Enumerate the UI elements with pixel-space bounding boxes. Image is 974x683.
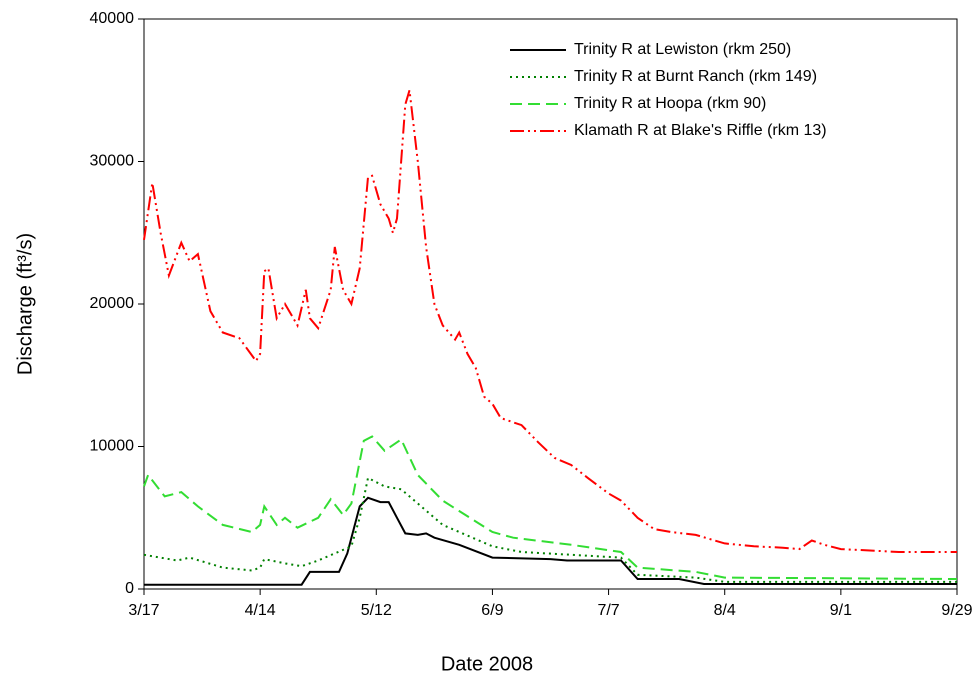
x-tick-label: 3/17 [128,602,159,619]
series-line [143,476,957,583]
x-tick-label: 9/1 [830,602,852,619]
y-tick-label: 10000 [90,438,135,455]
legend-label: Trinity R at Lewiston (rkm 250) [574,41,791,58]
x-tick-label: 7/7 [597,602,619,619]
y-tick-label: 0 [125,580,134,597]
y-tick-label: 20000 [90,295,135,312]
x-tick-label: 8/4 [714,602,736,619]
legend-label: Trinity R at Hoopa (rkm 90) [574,95,766,112]
series-line [143,435,958,580]
y-tick-label: 40000 [90,10,135,27]
y-axis-label: Discharge (ft³/s) [14,233,36,375]
series-line [144,496,957,586]
x-tick-label: 4/14 [245,602,276,619]
series-line [143,90,957,553]
x-tick-label: 6/9 [481,602,503,619]
legend-label: Trinity R at Burnt Ranch (rkm 149) [574,68,817,85]
x-axis-label: Date 2008 [441,653,533,675]
legend-label: Klamath R at Blake's Riffle (rkm 13) [574,122,827,139]
y-tick-label: 30000 [90,153,135,170]
x-tick-label: 5/12 [361,602,392,619]
x-tick-label: 9/29 [941,602,972,619]
